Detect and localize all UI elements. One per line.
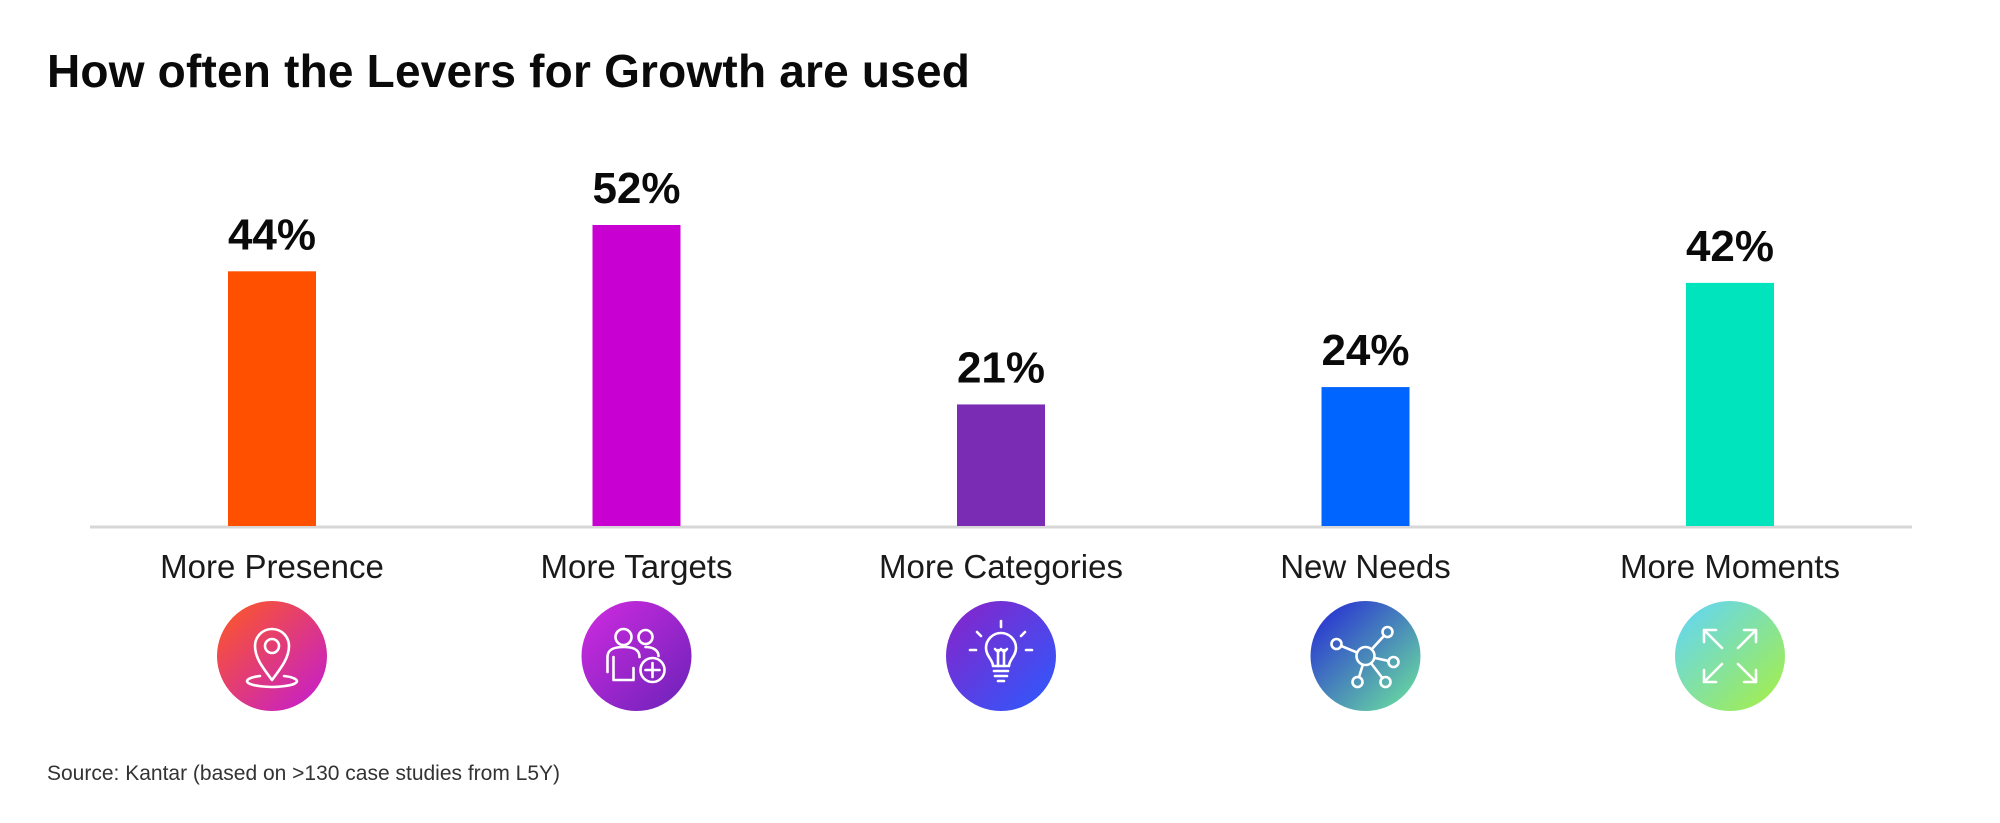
value-label-more-categories: 21%: [957, 343, 1045, 392]
source-note: Source: Kantar (based on >130 case studi…: [47, 762, 561, 785]
bar-more-categories: [957, 404, 1045, 526]
category-label-more-targets: More Targets: [541, 548, 733, 585]
bar-more-targets: [592, 225, 681, 526]
value-label-new-needs: 24%: [1321, 326, 1409, 375]
category-label-more-categories: More Categories: [879, 548, 1123, 585]
value-label-more-moments: 42%: [1686, 222, 1774, 271]
bar-more-moments: [1686, 282, 1774, 526]
value-label-more-targets: 52%: [592, 164, 680, 213]
category-label-new-needs: New Needs: [1280, 548, 1451, 585]
category-label-more-moments: More Moments: [1620, 548, 1840, 585]
bar-new-needs: [1321, 387, 1410, 526]
people-add-icon: [581, 601, 692, 711]
value-label-more-presence: 44%: [228, 210, 316, 259]
category-label-more-presence: More Presence: [160, 548, 384, 585]
lightbulb-icon: [946, 601, 1056, 711]
chart-title: How often the Levers for Growth are used: [47, 45, 971, 97]
bar-more-presence: [228, 271, 316, 526]
location-pin-icon: [217, 601, 327, 711]
network-icon: [1310, 601, 1421, 711]
expand-arrows-icon: [1675, 601, 1785, 711]
